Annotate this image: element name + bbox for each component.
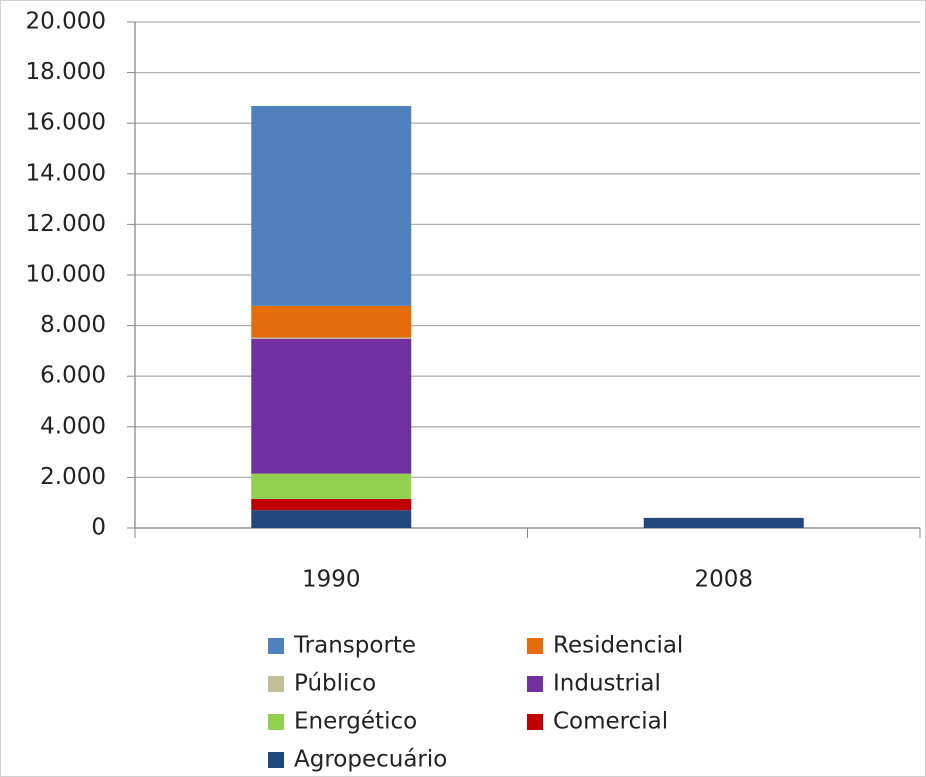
legend-swatch bbox=[527, 714, 543, 730]
y-tick-label: 4.000 bbox=[40, 413, 106, 439]
bar-segment bbox=[251, 473, 412, 499]
y-tick-label: 20.000 bbox=[26, 9, 106, 35]
legend-swatch bbox=[527, 638, 543, 654]
legend-label: Público bbox=[294, 671, 376, 697]
x-tick-label: 2008 bbox=[694, 567, 753, 593]
y-tick-label: 8.000 bbox=[40, 312, 106, 338]
y-tick-label: 2.000 bbox=[40, 464, 106, 490]
legend-swatch bbox=[268, 676, 284, 692]
y-tick-label: 6.000 bbox=[40, 363, 106, 389]
legend-swatch bbox=[268, 752, 284, 768]
bar-segment bbox=[643, 517, 804, 528]
legend-label: Residencial bbox=[553, 633, 683, 659]
legend-swatch bbox=[268, 714, 284, 730]
legend-label: Industrial bbox=[553, 671, 661, 697]
bar-segment bbox=[251, 338, 412, 474]
bar-segment bbox=[251, 105, 412, 306]
legend-swatch bbox=[527, 676, 543, 692]
bar-segment bbox=[251, 305, 412, 338]
y-tick-label: 18.000 bbox=[26, 59, 106, 85]
legend-label: Transporte bbox=[293, 633, 416, 659]
x-tick-label: 1990 bbox=[302, 567, 361, 593]
y-tick-label: 10.000 bbox=[26, 262, 106, 288]
legend-label: Comercial bbox=[553, 709, 668, 735]
legend-label: Agropecuário bbox=[294, 747, 447, 773]
bar-segment bbox=[251, 337, 412, 339]
y-tick-label: 12.000 bbox=[26, 211, 106, 237]
y-tick-label: 14.000 bbox=[26, 160, 106, 186]
bar-segment bbox=[251, 498, 412, 511]
y-tick-label: 16.000 bbox=[26, 110, 106, 136]
legend-label: Energético bbox=[294, 709, 417, 735]
bar-segment bbox=[251, 510, 412, 528]
legend-swatch bbox=[268, 638, 284, 654]
y-tick-label: 0 bbox=[91, 515, 106, 541]
